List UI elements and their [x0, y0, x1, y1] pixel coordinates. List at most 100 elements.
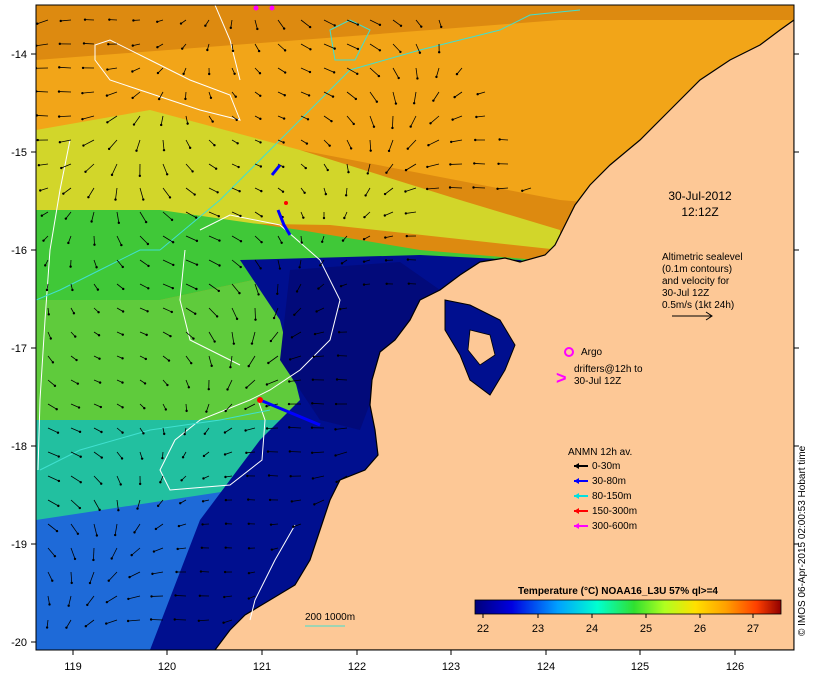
velocity-arrow	[208, 235, 220, 241]
velocity-arrow-head	[383, 214, 387, 217]
colorbar-ticks	[482, 614, 754, 618]
velocity-arrow-head	[233, 72, 236, 75]
velocity-arrow-head	[333, 24, 336, 27]
velocity-arrow	[323, 43, 335, 49]
velocity-arrow-head	[214, 167, 218, 170]
velocity-arrow-head	[341, 239, 345, 242]
velocity-arrow-head	[183, 432, 186, 436]
velocity-arrow-head	[122, 287, 125, 291]
velocity-arrow	[415, 67, 418, 79]
velocity-arrow	[132, 43, 141, 47]
velocity-arrow-head	[404, 190, 407, 193]
velocity-arrow-head	[384, 259, 388, 262]
velocity-arrow	[323, 91, 334, 97]
anmn-entry: 80-150m	[574, 491, 631, 502]
velocity-arrow	[365, 187, 371, 196]
velocity-arrow-head	[497, 162, 500, 165]
velocity-arrow-head	[204, 24, 207, 27]
velocity-arrow	[224, 427, 233, 433]
velocity-arrow-head	[145, 333, 148, 337]
velocity-arrow-head	[190, 361, 193, 365]
velocity-arrow-head	[245, 451, 248, 455]
velocity-arrow	[208, 211, 219, 217]
velocity-arrow	[367, 163, 371, 174]
velocity-arrow-head	[180, 479, 183, 482]
velocity-arrow-head	[313, 503, 316, 506]
velocity-arrow	[137, 499, 141, 509]
velocity-arrow-head	[211, 120, 214, 123]
velocity-arrow	[82, 91, 95, 94]
velocity-arrow-head	[223, 431, 227, 434]
velocity-arrow-head	[136, 507, 139, 510]
velocity-arrow-head	[319, 264, 322, 267]
velocity-arrow-head	[224, 546, 227, 549]
velocity-arrow	[267, 427, 279, 429]
velocity-arrow	[415, 19, 422, 27]
velocity-arrow-head	[143, 406, 146, 410]
colorbar-tick: 24	[586, 623, 598, 635]
velocity-arrow-head	[217, 289, 220, 293]
velocity-arrow-head	[45, 288, 49, 292]
velocity-arrow-head	[97, 311, 100, 314]
altimetry-note: 0.5m/s (1kt 24h)	[662, 300, 734, 311]
y-tick: -16	[11, 245, 27, 257]
velocity-arrow	[388, 139, 394, 152]
velocity-arrow-head	[213, 340, 216, 343]
x-tick: 124	[537, 661, 555, 673]
velocity-arrow	[428, 139, 440, 146]
velocity-arrow	[208, 307, 218, 317]
velocity-arrow-head	[238, 291, 241, 295]
velocity-arrow	[36, 115, 49, 117]
velocity-arrow-head	[172, 263, 175, 267]
velocity-arrow	[410, 115, 417, 127]
velocity-arrow-head	[162, 432, 166, 436]
velocity-arrow	[106, 91, 118, 96]
velocity-arrow-head	[406, 258, 410, 261]
velocity-arrow	[133, 115, 141, 125]
velocity-arrow	[185, 211, 197, 218]
dark-blue-inner	[280, 262, 440, 430]
velocity-arrow-head	[76, 532, 80, 535]
velocity-arrow-head	[98, 508, 101, 512]
velocity-arrow-head	[205, 410, 208, 413]
colorbar-tick: 27	[747, 623, 759, 635]
velocity-arrow	[231, 187, 240, 192]
velocity-arrow	[93, 451, 102, 458]
velocity-arrow-head	[69, 265, 72, 268]
velocity-arrow	[132, 91, 141, 99]
velocity-arrow-head	[95, 534, 99, 537]
velocity-arrow	[323, 67, 335, 73]
y-tick: -19	[11, 539, 27, 551]
velocity-arrow-head	[311, 378, 315, 381]
velocity-arrow-head	[57, 115, 61, 118]
velocity-arrow-head	[407, 282, 411, 285]
velocity-arrow	[291, 331, 302, 338]
velocity-arrow	[300, 43, 311, 50]
velocity-arrow-head	[303, 191, 306, 194]
velocity-arrow	[454, 91, 463, 98]
velocity-arrow	[139, 187, 144, 200]
velocity-arrow	[108, 571, 118, 582]
velocity-arrow	[106, 619, 118, 624]
velocity-arrow-head	[257, 49, 261, 53]
velocity-arrow	[276, 283, 279, 294]
velocity-arrow	[116, 499, 119, 511]
velocity-arrow	[208, 187, 218, 193]
velocity-arrow	[522, 187, 532, 192]
velocity-arrow	[68, 595, 72, 606]
velocity-arrow-head	[218, 264, 221, 267]
velocity-arrow-head	[143, 382, 147, 385]
velocity-arrow	[346, 139, 352, 149]
velocity-arrow	[369, 43, 381, 51]
velocity-arrow	[177, 547, 187, 550]
velocity-arrow-head	[239, 214, 242, 218]
velocity-arrow	[427, 163, 440, 168]
velocity-arrow	[346, 115, 355, 125]
velocity-arrow-head	[362, 260, 366, 263]
velocity-arrow-head	[121, 265, 124, 269]
velocity-arrow-head	[83, 18, 87, 21]
velocity-arrow-head	[244, 429, 247, 432]
x-axis	[72, 650, 736, 655]
velocity-arrow-head	[375, 100, 379, 103]
velocity-arrow-head	[269, 339, 273, 343]
